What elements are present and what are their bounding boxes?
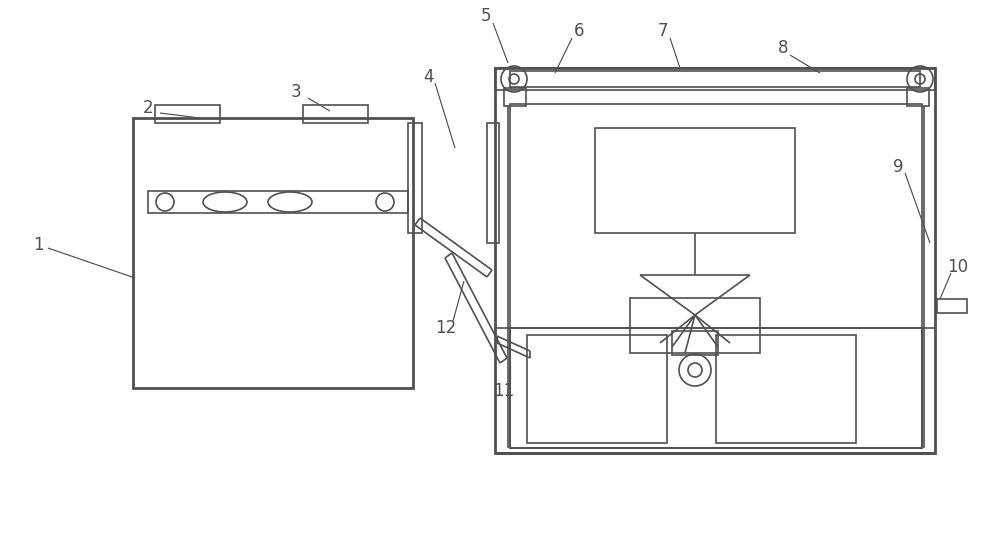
Bar — [672, 331, 718, 355]
Bar — [716, 335, 856, 443]
Text: 11: 11 — [493, 382, 515, 400]
Bar — [495, 68, 935, 90]
Text: 4: 4 — [423, 68, 433, 86]
Bar — [937, 299, 967, 313]
Bar — [504, 88, 526, 106]
Bar — [510, 328, 922, 448]
Text: 8: 8 — [778, 39, 788, 57]
Text: 1: 1 — [33, 236, 43, 254]
Text: 12: 12 — [435, 319, 457, 337]
Text: 3: 3 — [291, 83, 301, 101]
Text: 7: 7 — [658, 22, 668, 40]
Bar — [510, 104, 922, 448]
Text: 9: 9 — [893, 158, 903, 176]
Bar — [527, 335, 667, 443]
Bar — [487, 123, 499, 243]
Bar — [133, 118, 413, 388]
Bar — [495, 68, 935, 453]
Text: 5: 5 — [481, 7, 491, 25]
Bar — [408, 123, 422, 233]
Text: 10: 10 — [947, 258, 969, 276]
Bar — [148, 191, 408, 213]
Text: 2: 2 — [143, 99, 153, 117]
Bar — [907, 88, 929, 106]
Bar — [510, 71, 920, 87]
Bar — [595, 128, 795, 233]
Bar — [303, 105, 368, 123]
Bar — [155, 105, 220, 123]
Text: 6: 6 — [574, 22, 584, 40]
Bar — [630, 298, 760, 353]
